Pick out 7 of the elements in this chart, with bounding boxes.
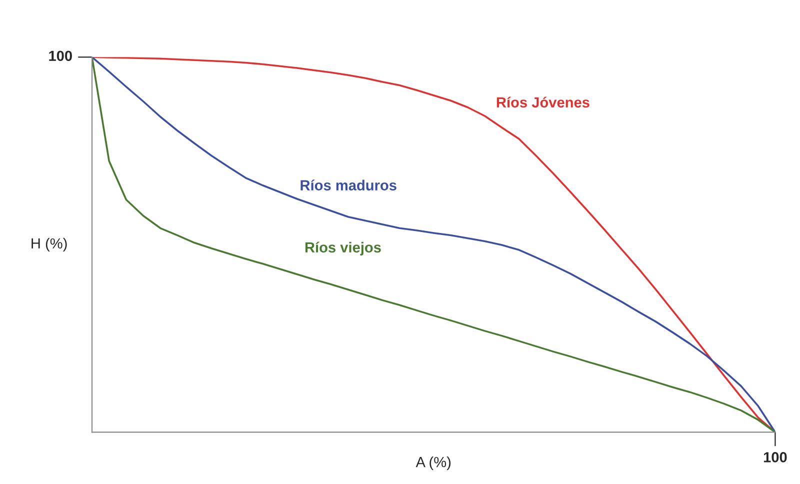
text: 100 bbox=[49, 50, 72, 62]
text: 100 bbox=[764, 452, 787, 462]
y-axis-title: H (%) bbox=[32, 238, 67, 252]
series-label: Ríos viejos bbox=[305, 242, 381, 256]
series-label: Ríos Jóvenes bbox=[496, 96, 590, 108]
x-axis-title: A (%) bbox=[416, 456, 451, 470]
series-label: Ríos maduros bbox=[300, 180, 396, 190]
